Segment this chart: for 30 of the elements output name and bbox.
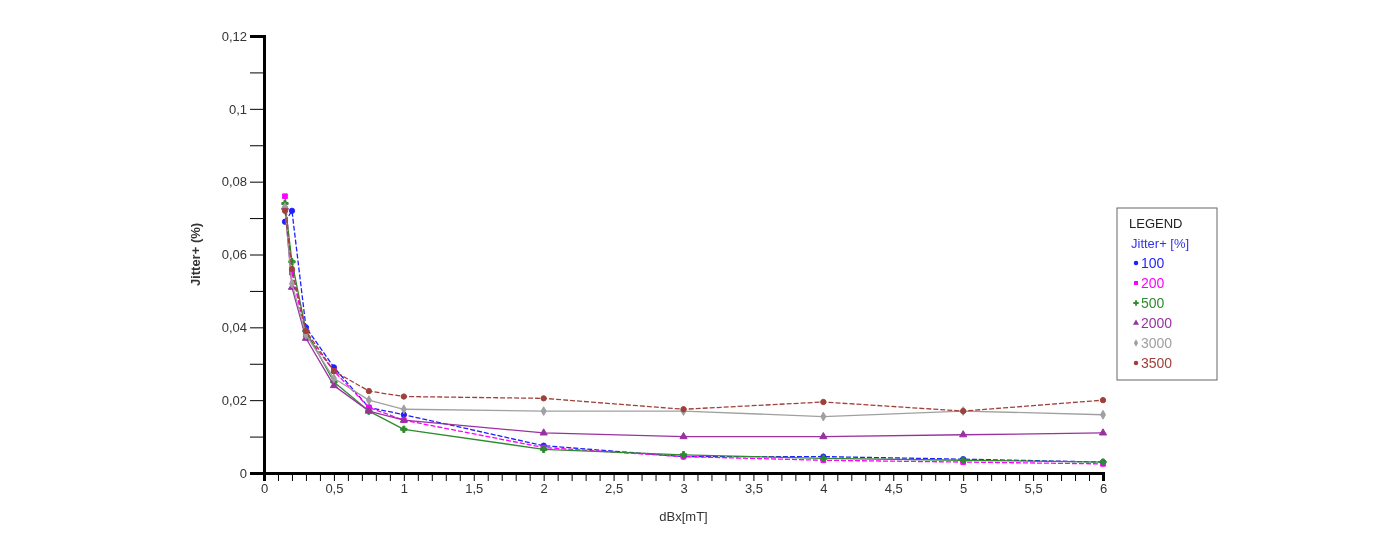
y-tick-label: 0,1 <box>228 101 247 117</box>
x-tick-label: 3 <box>680 481 688 497</box>
y-tick-label: 0,02 <box>221 392 247 408</box>
x-tick-label: 6 <box>1099 481 1108 497</box>
legend-label: 200 <box>1141 275 1165 291</box>
legend-label: 500 <box>1141 295 1165 311</box>
legend-title: LEGEND <box>1129 216 1183 231</box>
y-tick-label: 0,12 <box>221 28 247 44</box>
text: Jitter+ [%] <box>1131 236 1190 251</box>
y-tick-label: 0,04 <box>221 319 247 335</box>
x-tick-label: 2 <box>540 481 548 497</box>
y-axis-title: Jitter+ (%) <box>188 222 203 287</box>
x-tick-label: 4,5 <box>884 481 903 497</box>
text: 100 <box>1141 255 1165 271</box>
x-axis-title: dBx[mT] <box>659 509 708 524</box>
x-tick-label: 4 <box>820 481 828 497</box>
y-tick-label: 0,06 <box>221 247 247 263</box>
x-tick-label: 5 <box>960 481 968 497</box>
x-tick-label: 1,5 <box>465 481 484 497</box>
x-tick-label: 2,5 <box>605 481 624 497</box>
legend-label: 2000 <box>1141 315 1173 331</box>
y-tick-label: 0,08 <box>221 174 247 190</box>
x-tick-label: 5,5 <box>1024 481 1043 497</box>
x-tick-label: 0,5 <box>325 481 344 497</box>
y-tick-label: 0 <box>239 465 247 481</box>
x-tick-label: 1 <box>400 481 408 497</box>
x-tick-label: 0 <box>260 481 269 497</box>
legend-label: 3000 <box>1141 335 1173 351</box>
x-tick-label: 3,5 <box>744 481 763 497</box>
text: 3500 <box>1141 355 1173 371</box>
